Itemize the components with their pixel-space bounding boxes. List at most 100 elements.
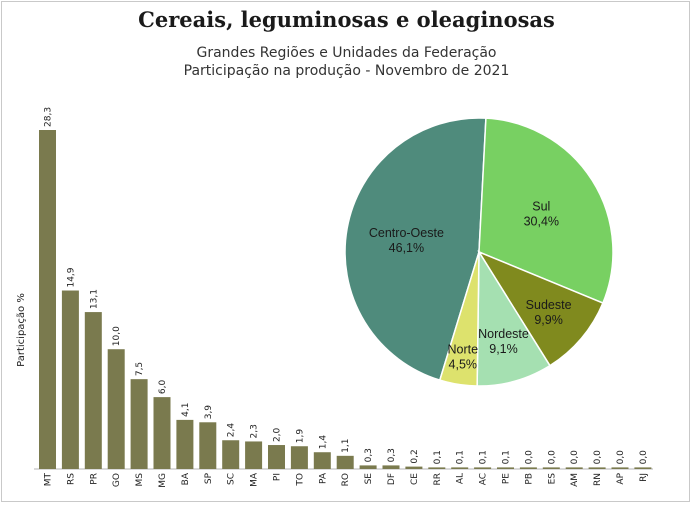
bar-mt	[39, 130, 56, 469]
x-tick-label: PE	[502, 473, 512, 484]
pie-label-value: 46,1%	[389, 241, 424, 255]
chart-subtitle-line2: Participação na produção - Novembro de 2…	[183, 63, 510, 79]
x-tick-label: TO	[295, 473, 305, 487]
pie-label-name: Sudeste	[526, 298, 572, 312]
bar-value-label: 2,0	[273, 427, 283, 442]
pie-slice-sul	[478, 117, 614, 305]
bar-value-label: 0,0	[570, 450, 580, 465]
bar-value-label: 0,3	[364, 448, 374, 462]
bar-value-label: 2,4	[227, 423, 237, 438]
bar-value-label: 0,0	[639, 450, 649, 465]
bar-value-label: 0,0	[524, 450, 534, 465]
x-tick-label: MA	[250, 472, 260, 487]
bar-pb	[519, 467, 537, 469]
bar-value-label: 3,9	[204, 405, 214, 420]
bar-value-label: 0,0	[547, 450, 557, 465]
pie-label-value: 9,9%	[534, 313, 563, 327]
bar-series: 28,3 MT 14,9 RS 13,1 PR 10,0 GO 7,5 MS 6,0 MG 4,1 BA 3…	[39, 107, 652, 488]
x-tick-label: BA	[181, 472, 191, 485]
x-tick-label: RO	[341, 473, 351, 486]
bar-value-label: 6,0	[158, 380, 168, 395]
bar-value-label: 0,1	[433, 450, 443, 464]
bar-value-label: 0,1	[502, 450, 512, 464]
x-tick-label: SP	[204, 472, 214, 484]
bar-pe	[497, 467, 514, 469]
x-tick-label: RN	[593, 473, 603, 486]
x-tick-label: MG	[158, 473, 168, 488]
bar-rn	[588, 467, 606, 469]
bar-value-label: 1,9	[295, 429, 305, 444]
x-tick-label: RS	[66, 473, 76, 485]
bar-value-label: 0,1	[479, 450, 489, 464]
bar-pi	[268, 445, 285, 469]
x-tick-label: MS	[135, 473, 145, 487]
bar-ms	[130, 379, 148, 469]
bar-to	[290, 446, 308, 469]
pie-slice-sudeste	[477, 250, 604, 367]
x-tick-label: AC	[479, 473, 489, 485]
x-tick-label: SC	[227, 473, 237, 485]
x-tick-label: MT	[44, 473, 54, 487]
x-tick-label: GO	[112, 473, 122, 487]
bar-sp	[199, 422, 217, 469]
bar-value-label: 2,3	[250, 424, 260, 438]
x-tick-label: PI	[273, 473, 283, 481]
x-tick-label: CE	[410, 473, 420, 485]
x-tick-label: AP	[616, 472, 626, 484]
bar-am	[565, 467, 583, 469]
bar-value-label: 1,4	[318, 435, 328, 450]
pie-label-value: 4,5%	[449, 357, 478, 371]
bar-value-label: 0,2	[410, 449, 420, 463]
x-tick-label: PB	[524, 473, 534, 485]
bar-sc	[222, 440, 240, 469]
chart-subtitle-line1: Grandes Regiões e Unidades da Federação	[196, 45, 497, 61]
bar-pr	[84, 312, 102, 469]
bar-rj	[634, 467, 652, 469]
pie-label-name: Sul	[532, 200, 550, 214]
bar-rr	[428, 467, 446, 469]
x-tick-label: PR	[89, 473, 99, 485]
bar-ro	[336, 455, 354, 469]
bar-value-label: 4,1	[181, 403, 191, 417]
x-tick-label: DF	[387, 473, 397, 485]
bar-df	[382, 465, 400, 469]
pie-slice-centro-oeste	[344, 117, 487, 382]
bar-ma	[245, 441, 263, 469]
x-tick-label: SE	[364, 473, 374, 485]
pie-label-name: Centro-Oeste	[369, 226, 444, 240]
pie-label-name: Nordeste	[478, 327, 529, 341]
chart-title: Cereais, leguminosas e oleaginosas	[138, 7, 555, 32]
bar-ac	[474, 467, 492, 469]
bar-value-label: 28,3	[44, 107, 54, 127]
bar-value-label: 0,3	[387, 448, 397, 462]
x-tick-label: ES	[547, 473, 557, 485]
bar-value-label: 0,0	[593, 450, 603, 465]
bar-go	[107, 349, 125, 469]
pie-label-value: 30,4%	[524, 215, 559, 229]
pie-label-value: 9,1%	[489, 342, 518, 356]
bar-value-label: 0,1	[456, 450, 466, 464]
y-axis-label: Participação %	[16, 293, 27, 367]
bar-ce	[405, 466, 423, 469]
x-tick-label: RJ	[639, 473, 649, 482]
bar-value-label: 10,0	[112, 326, 122, 346]
bar-se	[359, 465, 377, 469]
bar-mg	[153, 397, 171, 469]
pie-slice-norte	[438, 251, 480, 387]
pie-label-name: Norte	[448, 342, 479, 356]
bar-value-label: 14,9	[66, 267, 76, 287]
bar-value-label: 0,0	[616, 450, 626, 465]
bar-ba	[176, 419, 194, 469]
bar-value-label: 7,5	[135, 362, 145, 376]
bar-ap	[611, 467, 629, 469]
bar-al	[451, 467, 469, 469]
x-tick-label: PA	[318, 472, 328, 484]
x-tick-label: RR	[433, 473, 443, 486]
x-tick-label: AL	[456, 473, 466, 484]
x-tick-label: AM	[570, 473, 580, 487]
bar-value-label: 13,1	[89, 289, 99, 309]
bar-rs	[61, 290, 79, 469]
bar-pa	[313, 452, 331, 469]
